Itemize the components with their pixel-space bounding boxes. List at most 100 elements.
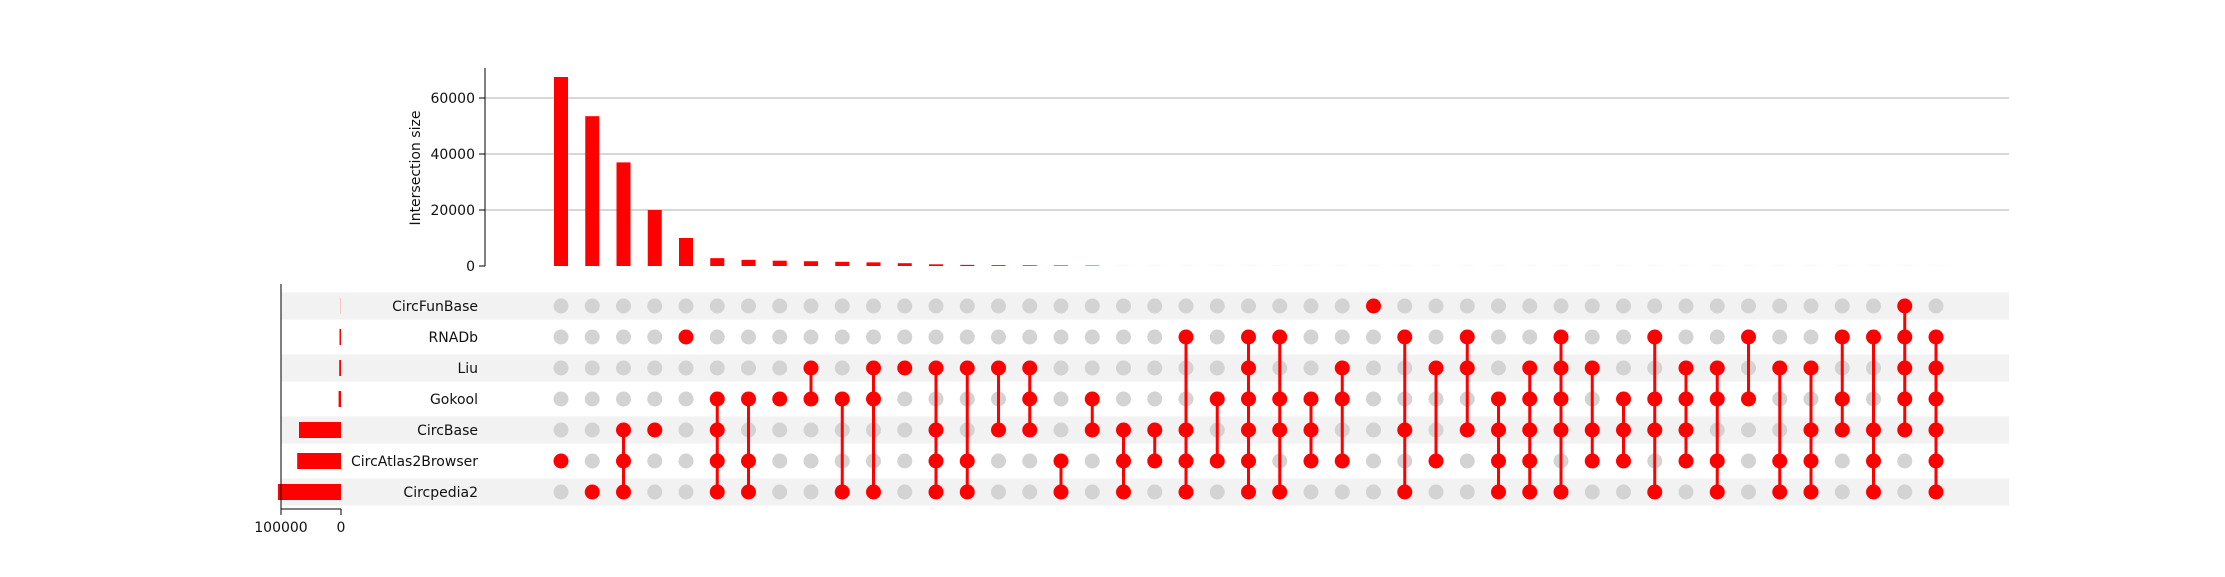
matrix-dot-inactive bbox=[584, 391, 600, 407]
matrix-dot-inactive bbox=[1522, 298, 1538, 314]
matrix-dot-active bbox=[1522, 453, 1538, 469]
matrix-dot-active bbox=[1428, 360, 1444, 376]
matrix-dot-active bbox=[1866, 484, 1881, 500]
matrix-dot-inactive bbox=[1366, 329, 1381, 345]
matrix-dot-inactive bbox=[928, 329, 944, 345]
matrix-dot-inactive bbox=[1366, 453, 1381, 469]
matrix-dot-active bbox=[584, 484, 600, 500]
matrix-dot-active bbox=[1178, 422, 1194, 438]
matrix-dot-inactive bbox=[1616, 329, 1631, 345]
matrix-dot-active bbox=[866, 484, 881, 500]
matrix-dot-inactive bbox=[1491, 360, 1506, 376]
matrix-dot-inactive bbox=[1366, 422, 1381, 438]
intersection-bar bbox=[960, 264, 975, 266]
matrix-dot-active bbox=[1709, 391, 1725, 407]
matrix-dot-inactive bbox=[928, 298, 944, 314]
matrix-dot-inactive bbox=[616, 329, 631, 345]
matrix-dot-active bbox=[741, 453, 756, 469]
matrix-dot-active bbox=[1928, 329, 1944, 345]
matrix-dot-inactive bbox=[647, 453, 663, 469]
matrix-dot-inactive bbox=[1584, 298, 1600, 314]
matrix-dot-active bbox=[1897, 422, 1913, 438]
matrix-dot-inactive bbox=[616, 391, 631, 407]
matrix-dot-active bbox=[959, 484, 975, 500]
matrix-dot-inactive bbox=[1584, 484, 1600, 500]
matrix-dot-inactive bbox=[834, 360, 850, 376]
matrix-dot-active bbox=[834, 391, 850, 407]
matrix-dot-active bbox=[991, 360, 1006, 376]
matrix-dot-inactive bbox=[1334, 329, 1350, 345]
matrix-dot-inactive bbox=[678, 298, 694, 314]
matrix-dot-active bbox=[1616, 422, 1631, 438]
set-label: Liu bbox=[457, 361, 478, 377]
matrix-dot-inactive bbox=[553, 422, 569, 438]
matrix-dot-inactive bbox=[1147, 391, 1163, 407]
matrix-dot-active bbox=[1116, 453, 1131, 469]
matrix-dot-active bbox=[1866, 422, 1881, 438]
matrix-dot-active bbox=[1178, 329, 1194, 345]
matrix-dot-active bbox=[1116, 484, 1131, 500]
matrix-dot-inactive bbox=[1366, 391, 1381, 407]
set-label: CircFunBase bbox=[392, 299, 478, 315]
matrix-dot-active bbox=[1209, 391, 1225, 407]
matrix-dot-inactive bbox=[897, 298, 913, 314]
matrix-dot-active bbox=[1834, 391, 1850, 407]
matrix-dot-active bbox=[1272, 422, 1288, 438]
matrix-dot-active bbox=[647, 422, 663, 438]
matrix-dot-inactive bbox=[1241, 298, 1256, 314]
matrix-dot-active bbox=[1209, 453, 1225, 469]
matrix-dot-active bbox=[1084, 422, 1100, 438]
matrix-dot-active bbox=[1022, 391, 1038, 407]
matrix-dot-active bbox=[928, 484, 944, 500]
set-size-bars bbox=[278, 298, 341, 500]
set-label: CircAtlas2Browser bbox=[351, 454, 478, 470]
matrix-dot-active bbox=[1928, 453, 1944, 469]
matrix-dot-inactive bbox=[991, 298, 1006, 314]
matrix-dot-active bbox=[1522, 484, 1538, 500]
matrix-dot-active bbox=[1803, 422, 1819, 438]
y-tick-label: 20000 bbox=[430, 203, 475, 219]
matrix-dot-inactive bbox=[803, 484, 819, 500]
matrix-dot-inactive bbox=[1741, 484, 1756, 500]
matrix-dot-active bbox=[1897, 360, 1913, 376]
matrix-dot-inactive bbox=[897, 391, 913, 407]
matrix-dot-inactive bbox=[991, 453, 1006, 469]
matrix-dot-active bbox=[1647, 391, 1663, 407]
set-size-bar bbox=[339, 360, 341, 376]
matrix-dot-active bbox=[834, 484, 850, 500]
matrix-dot-inactive bbox=[1834, 298, 1850, 314]
matrix-dot-active bbox=[1647, 329, 1663, 345]
matrix-dot-inactive bbox=[1741, 298, 1756, 314]
matrix-dot-inactive bbox=[678, 422, 694, 438]
matrix-dot-inactive bbox=[1428, 298, 1444, 314]
matrix-dot-active bbox=[897, 360, 913, 376]
matrix-dot-active bbox=[1084, 391, 1100, 407]
matrix-dot-inactive bbox=[1491, 298, 1506, 314]
set-axis-tick-label: 100000 bbox=[254, 520, 307, 536]
matrix-dot-inactive bbox=[678, 360, 694, 376]
matrix-dot-inactive bbox=[647, 391, 663, 407]
matrix-dot-inactive bbox=[584, 329, 600, 345]
matrix-dot-inactive bbox=[866, 298, 881, 314]
matrix-dot-inactive bbox=[584, 360, 600, 376]
matrix-dot-active bbox=[1241, 484, 1256, 500]
matrix-dot-active bbox=[1553, 484, 1569, 500]
matrix-dot-inactive bbox=[1334, 484, 1350, 500]
matrix-dot-active bbox=[1741, 329, 1756, 345]
matrix-dot-active bbox=[1459, 329, 1475, 345]
matrix-dot-inactive bbox=[647, 298, 663, 314]
matrix-dot-inactive bbox=[1084, 329, 1100, 345]
matrix-dot-inactive bbox=[1084, 298, 1100, 314]
matrix-dot-active bbox=[1522, 360, 1538, 376]
intersection-axis-label: Intersection size bbox=[408, 111, 424, 226]
matrix-dot-active bbox=[1928, 484, 1944, 500]
matrix-dot-inactive bbox=[709, 298, 725, 314]
matrix-dot-inactive bbox=[678, 391, 694, 407]
matrix-dot-active bbox=[928, 422, 944, 438]
matrix-dot-active bbox=[1272, 484, 1288, 500]
matrix-dot-active bbox=[553, 453, 569, 469]
matrix-dot-inactive bbox=[1209, 484, 1225, 500]
matrix-dot-active bbox=[1897, 298, 1913, 314]
matrix-dot-active bbox=[1303, 391, 1319, 407]
matrix-dot-inactive bbox=[991, 329, 1006, 345]
